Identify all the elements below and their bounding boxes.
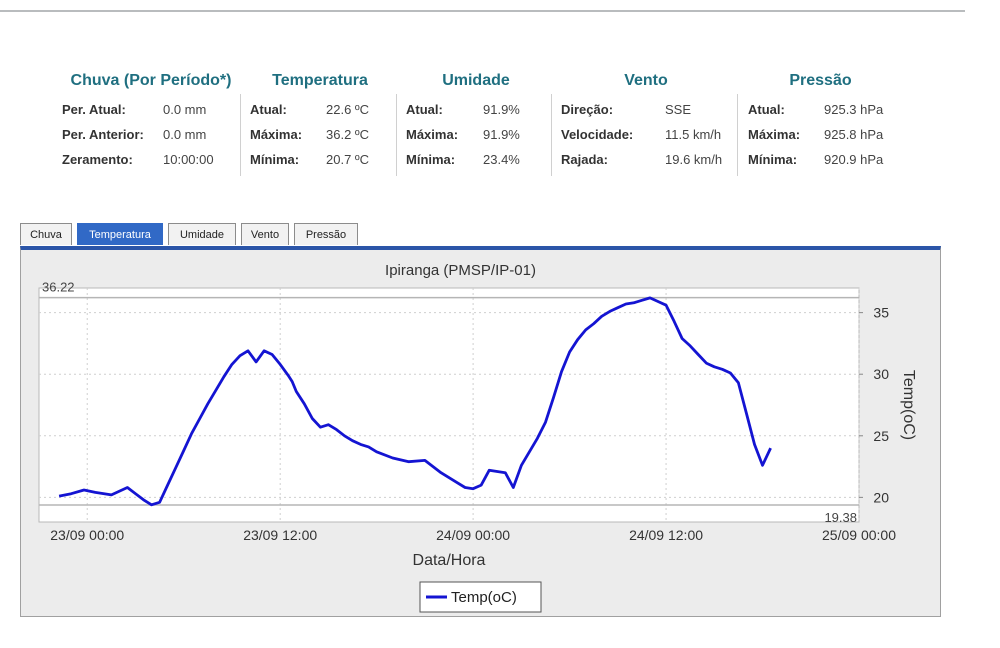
chuva-column: Chuva (Por Período*) Per. Atual: 0.0 mm …	[62, 68, 240, 178]
value: 23.4%	[483, 152, 520, 167]
x-tick-label: 23/09 12:00	[243, 527, 317, 543]
temp-series-line	[58, 296, 772, 507]
label: Máxima:	[250, 127, 303, 142]
value: 925.3 hPa	[824, 102, 884, 117]
label: Mínima:	[406, 152, 456, 167]
value: 91.9%	[483, 102, 520, 117]
label: Per. Anterior:	[62, 127, 144, 142]
y-axis-label: Temp(oC)	[900, 370, 917, 440]
tab-temperatura[interactable]: Temperatura	[77, 223, 163, 245]
umidade-column: Umidade Atual: 91.9% Máxima: 91.9% Mínim…	[406, 68, 546, 178]
top-divider	[0, 10, 965, 12]
tab-pressao[interactable]: Pressão	[294, 223, 358, 245]
value: 925.8 hPa	[824, 127, 884, 142]
x-tick-label: 24/09 12:00	[629, 527, 703, 543]
plot-area	[38, 287, 860, 523]
value: 36.2 ºC	[326, 127, 370, 142]
max-marker-label: 36.22	[42, 280, 75, 295]
pressao-title: Pressão	[789, 72, 852, 89]
column-divider	[240, 94, 241, 176]
temperatura-column: Temperatura Atual: 22.6 ºC Máxima: 36.2 …	[250, 68, 390, 178]
temperatura-title: Temperatura	[272, 72, 368, 89]
label: Mínima:	[250, 152, 300, 167]
value: 19.6 km/h	[665, 152, 723, 167]
value: 11.5 km/h	[665, 127, 722, 142]
label: Máxima:	[748, 127, 801, 142]
column-divider	[551, 94, 552, 176]
label: Atual:	[250, 102, 287, 117]
x-tick-label: 24/09 00:00	[436, 527, 510, 543]
x-axis-label: Data/Hora	[413, 552, 486, 569]
label: Direção:	[561, 102, 614, 117]
value: 0.0 mm	[163, 102, 207, 117]
tab-chuva[interactable]: Chuva	[20, 223, 72, 245]
label: Máxima:	[406, 127, 459, 142]
chuva-title: Chuva (Por Período*)	[70, 72, 232, 89]
value: SSE	[665, 102, 692, 117]
label: Velocidade:	[561, 127, 634, 142]
y-tick-label: 25	[873, 428, 889, 444]
value: 920.9 hPa	[824, 152, 884, 167]
tab-vento[interactable]: Vento	[241, 223, 289, 245]
vento-column: Vento Direção: SSE Velocidade: 11.5 km/h…	[561, 68, 731, 178]
column-divider	[737, 94, 738, 176]
value: 0.0 mm	[163, 127, 207, 142]
y-tick-label: 30	[873, 366, 889, 382]
y-tick-label: 20	[873, 489, 889, 505]
value: 10:00:00	[163, 152, 214, 167]
y-tick-label: 35	[873, 305, 889, 321]
label: Per. Atual:	[62, 102, 126, 117]
tab-umidade[interactable]: Umidade	[168, 223, 236, 245]
chart-title: Ipiranga (PMSP/IP-01)	[385, 262, 536, 279]
x-tick-label: 25/09 00:00	[822, 527, 896, 543]
pressao-column: Pressão Atual: 925.3 hPa Máxima: 925.8 h…	[748, 68, 893, 178]
value: 22.6 ºC	[326, 102, 370, 117]
umidade-title: Umidade	[442, 72, 510, 89]
value: 91.9%	[483, 127, 520, 142]
value: 20.7 ºC	[326, 152, 370, 167]
vento-title: Vento	[624, 72, 668, 89]
min-marker-label: 19.38	[824, 510, 857, 525]
x-tick-label: 23/09 00:00	[50, 527, 124, 543]
label: Atual:	[748, 102, 785, 117]
label: Atual:	[406, 102, 443, 117]
legend-label: Temp(oC)	[451, 589, 517, 606]
label: Rajada:	[561, 152, 608, 167]
label: Zeramento:	[62, 152, 133, 167]
label: Mínima:	[748, 152, 798, 167]
column-divider	[396, 94, 397, 176]
